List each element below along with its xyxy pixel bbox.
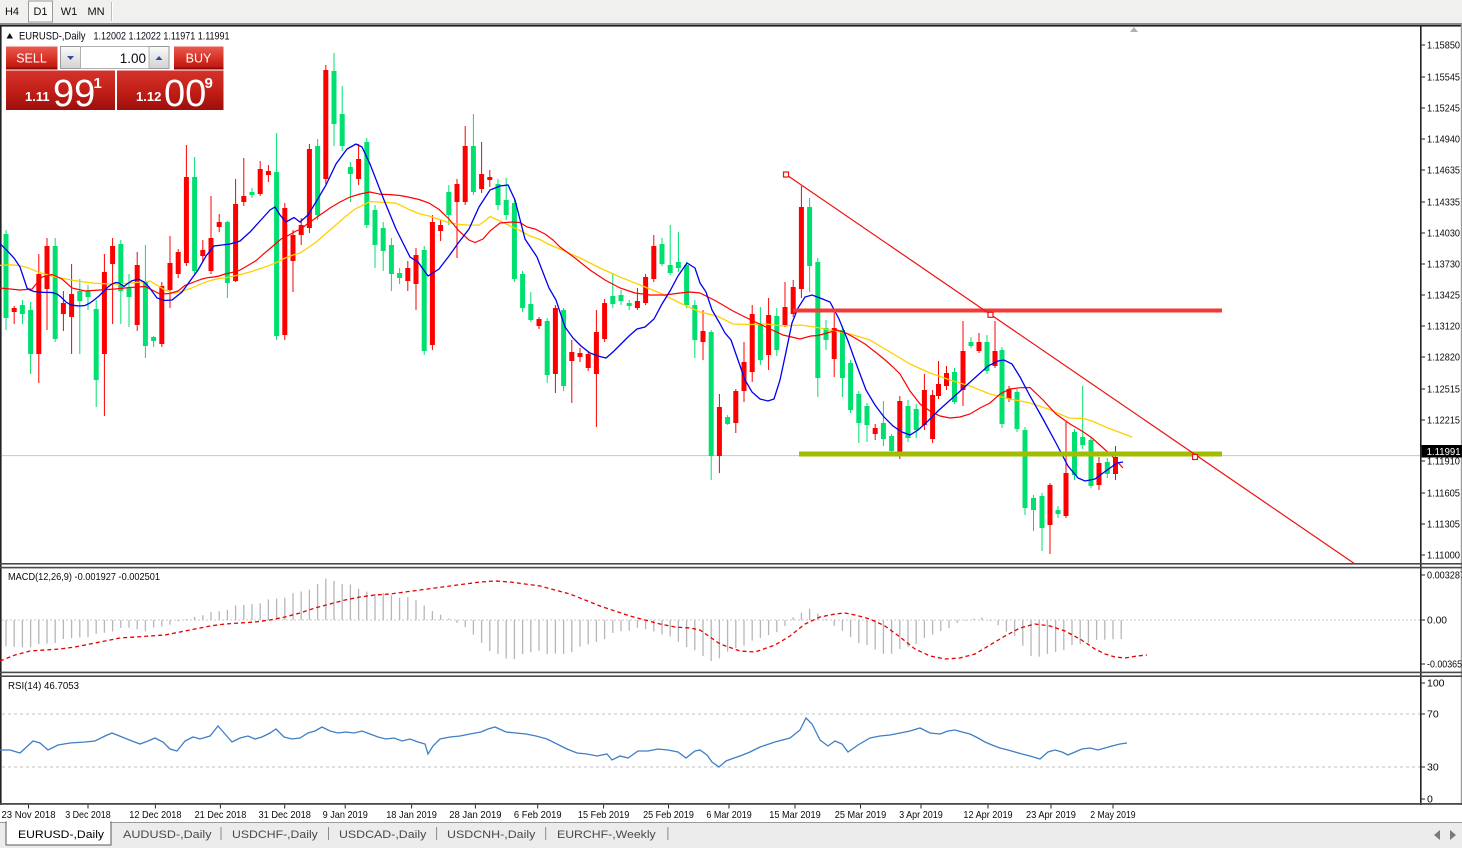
svg-text:28 Jan 2019: 28 Jan 2019 <box>449 809 502 821</box>
svg-text:1.15850: 1.15850 <box>1427 40 1460 52</box>
svg-text:1.11000: 1.11000 <box>1427 550 1460 562</box>
svg-text:1.12: 1.12 <box>136 89 161 104</box>
svg-text:1.11305: 1.11305 <box>1427 519 1460 531</box>
svg-text:9 Jan 2019: 9 Jan 2019 <box>323 809 368 821</box>
svg-text:1.12820: 1.12820 <box>1427 352 1460 364</box>
svg-text:1.14030: 1.14030 <box>1427 228 1460 240</box>
svg-text:6 Mar 2019: 6 Mar 2019 <box>706 809 751 821</box>
svg-text:0.00: 0.00 <box>1427 615 1447 627</box>
svg-text:15 Feb 2019: 15 Feb 2019 <box>578 809 630 821</box>
svg-text:1.14635: 1.14635 <box>1427 165 1460 177</box>
svg-text:21 Dec 2018: 21 Dec 2018 <box>195 809 247 821</box>
svg-text:1: 1 <box>94 75 102 92</box>
svg-text:0: 0 <box>1427 794 1433 806</box>
svg-text:EURCHF-,Weekly: EURCHF-,Weekly <box>557 829 656 841</box>
svg-text:23 Apr 2019: 23 Apr 2019 <box>1026 809 1076 821</box>
svg-text:1.12515: 1.12515 <box>1427 384 1460 396</box>
svg-text:6 Feb 2019: 6 Feb 2019 <box>514 809 562 821</box>
svg-text:1.14335: 1.14335 <box>1427 197 1460 209</box>
svg-text:1.15245: 1.15245 <box>1427 103 1460 115</box>
svg-text:1.14940: 1.14940 <box>1427 134 1460 146</box>
svg-text:23 Nov 2018: 23 Nov 2018 <box>2 809 56 821</box>
svg-text:25 Mar 2019: 25 Mar 2019 <box>835 809 887 821</box>
svg-text:3 Apr 2019: 3 Apr 2019 <box>899 809 943 821</box>
svg-text:MN: MN <box>87 6 104 18</box>
svg-text:W1: W1 <box>61 6 78 18</box>
svg-text:12 Apr 2019: 12 Apr 2019 <box>963 809 1012 821</box>
svg-text:1.11910: 1.11910 <box>1427 456 1460 468</box>
svg-text:1.00: 1.00 <box>120 51 146 66</box>
svg-text:BUY: BUY <box>186 52 212 66</box>
svg-text:1.12215: 1.12215 <box>1427 415 1460 427</box>
svg-text:2 May 2019: 2 May 2019 <box>1090 809 1135 821</box>
svg-text:H4: H4 <box>5 6 19 18</box>
svg-text:D1: D1 <box>33 6 47 18</box>
svg-text:RSI(14) 46.7053: RSI(14) 46.7053 <box>8 680 79 692</box>
svg-text:EURUSD-,Daily: EURUSD-,Daily <box>19 31 86 43</box>
svg-text:1.13425: 1.13425 <box>1427 290 1460 302</box>
svg-text:30: 30 <box>1427 762 1439 774</box>
svg-text:USDCNH-,Daily: USDCNH-,Daily <box>447 829 536 841</box>
svg-text:1.12002 1.12022 1.11971 1.1199: 1.12002 1.12022 1.11971 1.11991 <box>94 31 230 43</box>
svg-text:EURUSD-,Daily: EURUSD-,Daily <box>18 829 105 841</box>
svg-text:1.15545: 1.15545 <box>1427 72 1460 84</box>
svg-text:31 Dec 2018: 31 Dec 2018 <box>259 809 312 821</box>
svg-text:18 Jan 2019: 18 Jan 2019 <box>386 809 437 821</box>
svg-text:1.13120: 1.13120 <box>1427 321 1460 333</box>
svg-text:USDCHF-,Daily: USDCHF-,Daily <box>232 829 318 841</box>
svg-text:0.003287: 0.003287 <box>1427 570 1462 582</box>
svg-text:1.11991: 1.11991 <box>1427 446 1461 458</box>
svg-text:00: 00 <box>164 73 206 115</box>
svg-text:25 Feb 2019: 25 Feb 2019 <box>643 809 694 821</box>
svg-text:MACD(12,26,9) -0.001927 -0.002: MACD(12,26,9) -0.001927 -0.002501 <box>8 571 160 583</box>
svg-text:USDCAD-,Daily: USDCAD-,Daily <box>339 829 427 841</box>
svg-text:1.11: 1.11 <box>25 89 50 104</box>
svg-text:AUDUSD-,Daily: AUDUSD-,Daily <box>123 829 212 841</box>
svg-text:12 Dec 2018: 12 Dec 2018 <box>129 809 181 821</box>
svg-text:-0.003659: -0.003659 <box>1427 659 1462 671</box>
svg-text:1.13730: 1.13730 <box>1427 259 1460 271</box>
svg-text:1.11605: 1.11605 <box>1427 488 1460 500</box>
svg-text:70: 70 <box>1427 709 1439 721</box>
svg-text:9: 9 <box>205 75 213 92</box>
svg-text:99: 99 <box>53 73 95 115</box>
svg-text:100: 100 <box>1427 678 1445 690</box>
svg-text:3 Dec 2018: 3 Dec 2018 <box>65 809 111 821</box>
svg-text:15 Mar 2019: 15 Mar 2019 <box>769 809 821 821</box>
svg-text:SELL: SELL <box>16 52 47 66</box>
